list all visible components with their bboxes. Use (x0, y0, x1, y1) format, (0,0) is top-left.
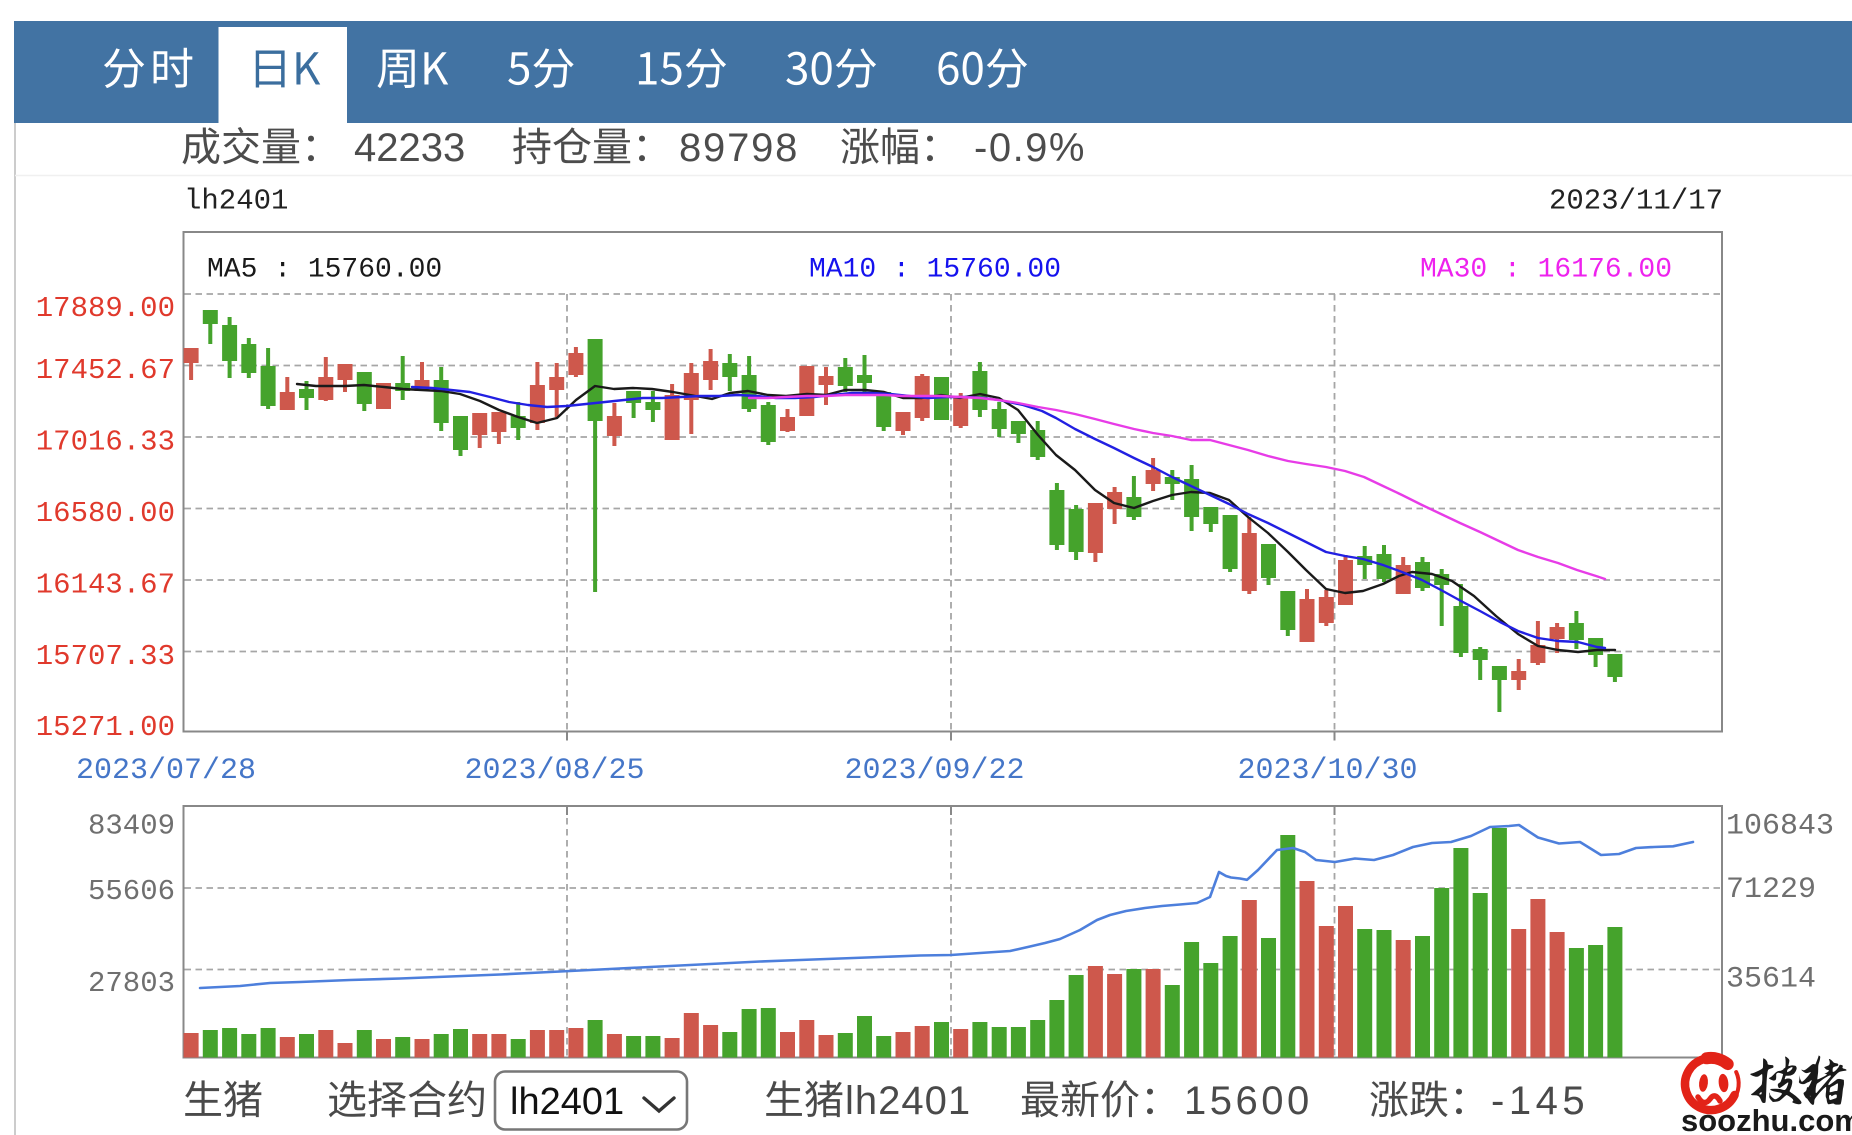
svg-text:-0.9%: -0.9% (974, 126, 1086, 170)
svg-text:MA5 : 15760.00: MA5 : 15760.00 (207, 255, 442, 286)
svg-text:soozhu.com: soozhu.com (1681, 1103, 1852, 1135)
svg-text:27803: 27803 (88, 967, 175, 1000)
svg-text:17889.00: 17889.00 (36, 292, 175, 325)
svg-text:lh2401: lh2401 (184, 185, 288, 218)
svg-text:2023/10/30: 2023/10/30 (1237, 754, 1417, 788)
svg-text:15707.33: 15707.33 (36, 640, 175, 673)
svg-text:89798: 89798 (679, 126, 799, 170)
svg-text:16143.67: 16143.67 (36, 569, 175, 602)
svg-text:2023/07/28: 2023/07/28 (76, 754, 256, 788)
svg-text:MA30 : 16176.00: MA30 : 16176.00 (1420, 255, 1672, 286)
svg-text:15271.00: 15271.00 (36, 711, 175, 744)
svg-text:35614: 35614 (1726, 963, 1816, 997)
svg-text:2023/08/25: 2023/08/25 (464, 754, 644, 788)
svg-text:71229: 71229 (1726, 873, 1816, 907)
svg-text:55606: 55606 (88, 875, 175, 908)
svg-text:83409: 83409 (88, 810, 175, 843)
svg-text:15600: 15600 (1184, 1079, 1313, 1123)
svg-text:-145: -145 (1491, 1079, 1589, 1123)
svg-text:lh2401: lh2401 (510, 1081, 624, 1123)
svg-text:42233: 42233 (354, 126, 465, 170)
svg-text:16580.00: 16580.00 (36, 497, 175, 530)
svg-text:2023/09/22: 2023/09/22 (844, 754, 1024, 788)
svg-text:17452.67: 17452.67 (36, 354, 175, 387)
svg-text:17016.33: 17016.33 (36, 426, 175, 459)
svg-text:106843: 106843 (1726, 809, 1834, 843)
svg-text:lh2401: lh2401 (845, 1079, 971, 1123)
svg-text:MA10 : 15760.00: MA10 : 15760.00 (809, 255, 1061, 286)
svg-text:2023/11/17: 2023/11/17 (1549, 185, 1723, 218)
